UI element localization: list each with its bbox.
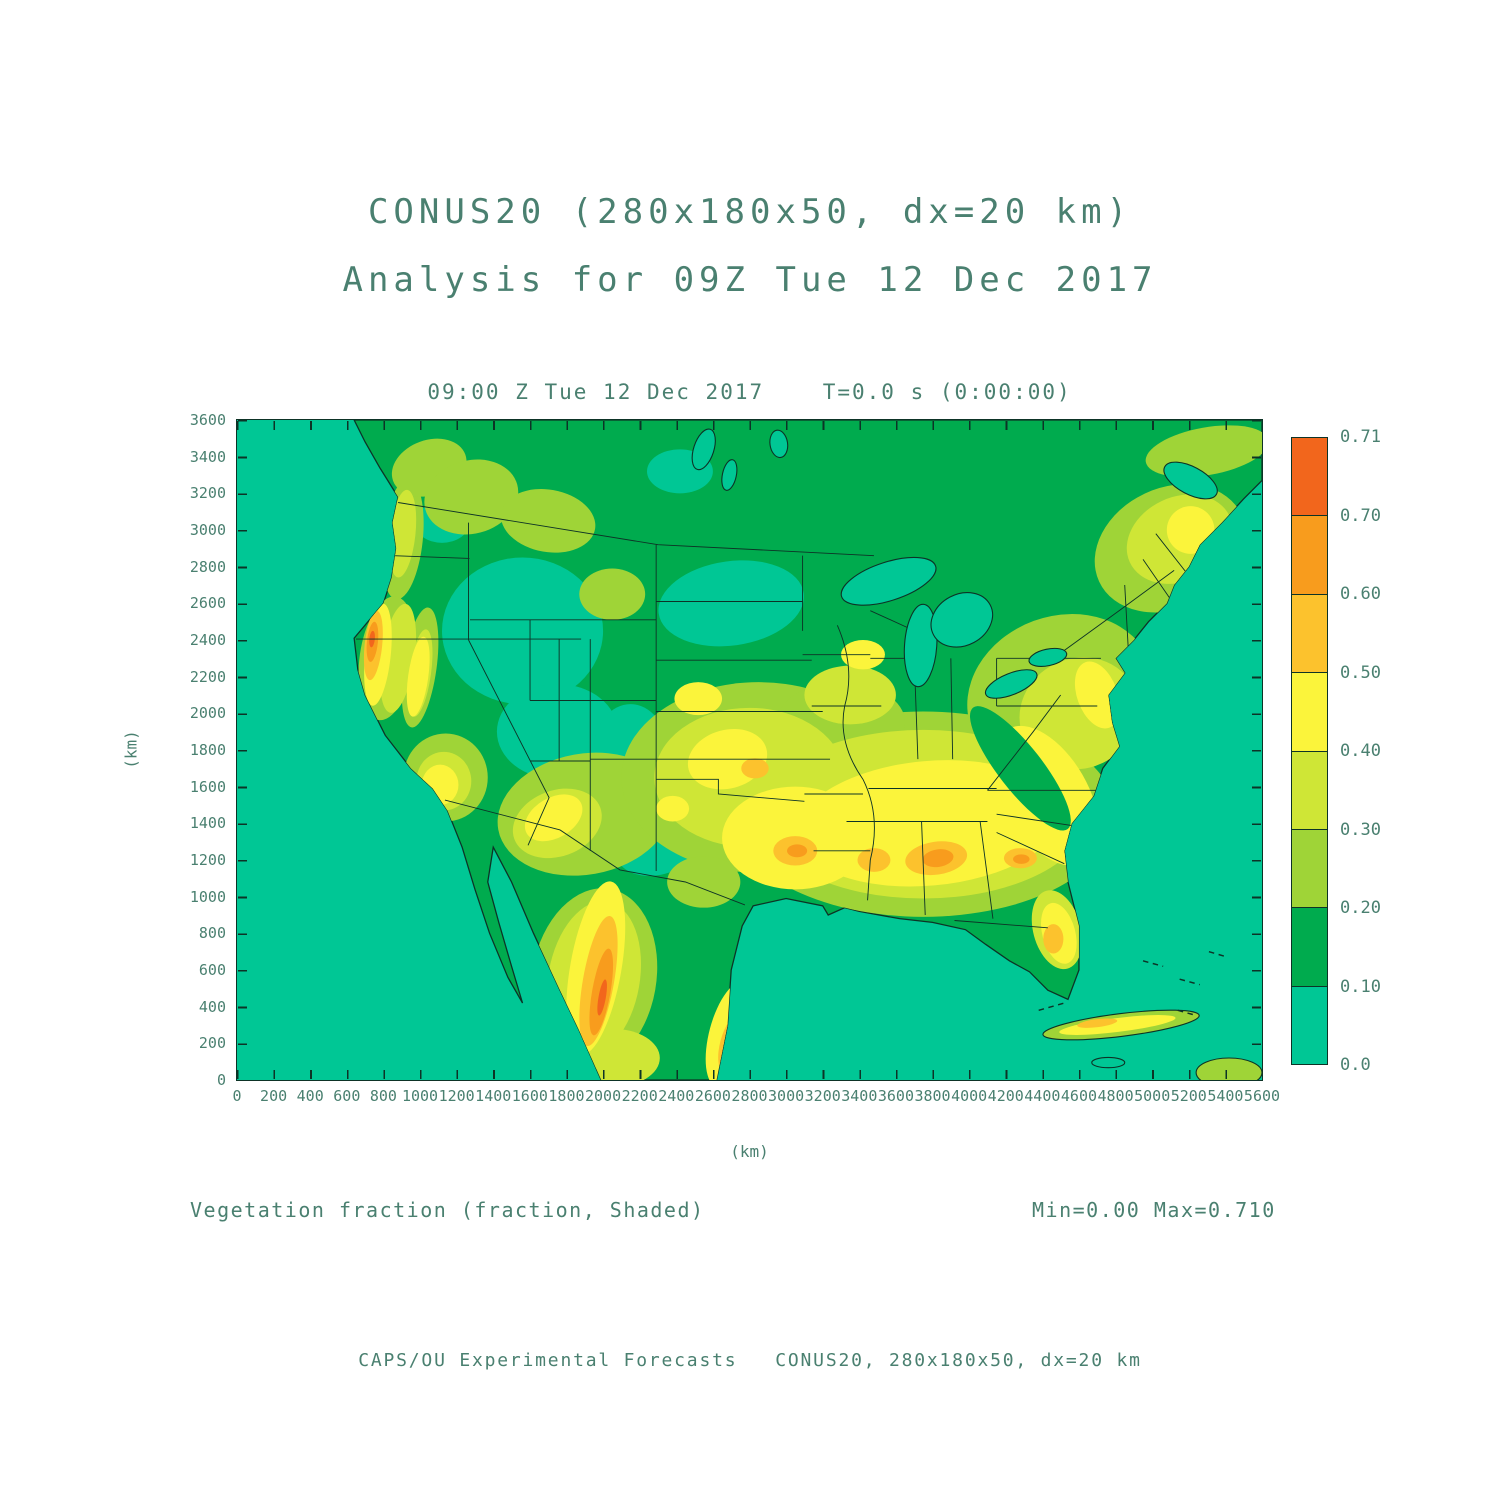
x-tick-label: 4400 <box>1024 1087 1061 1105</box>
x-tick-label: 2600 <box>694 1087 731 1105</box>
x-tick-label: 800 <box>369 1087 397 1105</box>
y-tick-label: 3200 <box>189 484 226 503</box>
y-tick-label: 3000 <box>189 521 226 539</box>
colorbar-cell <box>1292 908 1327 987</box>
colorbar-cell <box>1292 751 1327 830</box>
colorbar <box>1291 437 1328 1065</box>
colorbar-label: 0.70 <box>1340 505 1381 526</box>
x-tick-label: 1800 <box>548 1087 585 1105</box>
colorbar-label: 0.0 <box>1340 1055 1371 1075</box>
x-tick-label: 4600 <box>1060 1087 1098 1105</box>
colorbar-label: 0.71 <box>1340 427 1381 447</box>
x-tick-label: 600 <box>333 1087 361 1105</box>
y-tick-label: 2000 <box>189 704 226 723</box>
y-tick-label: 2600 <box>189 594 226 613</box>
colorbar-cell <box>1292 673 1327 752</box>
credit-line: CAPS/OU Experimental Forecasts CONUS20, … <box>358 1350 1142 1371</box>
x-tick-label: 3000 <box>768 1087 805 1105</box>
x-ticks-top <box>237 421 1262 430</box>
y-tick-label: 2200 <box>189 667 226 686</box>
variable-label: Vegetation fraction (fraction, Shaded) <box>190 1198 705 1222</box>
x-tick-label: 5200 <box>1170 1087 1207 1105</box>
y-tick-label: 800 <box>198 924 226 943</box>
colorbar-label: 0.20 <box>1340 898 1381 918</box>
x-tick-label: 2400 <box>658 1087 695 1105</box>
x-tick-label: 4800 <box>1097 1087 1134 1105</box>
x-tick-label: 3200 <box>804 1087 841 1105</box>
x-tick-label: 400 <box>296 1087 324 1105</box>
y-tick-label: 3400 <box>189 447 226 466</box>
colorbar-label: 0.30 <box>1340 819 1381 840</box>
x-tick-label: 1400 <box>475 1087 512 1105</box>
colorbar-cell <box>1292 438 1327 517</box>
x-tick-label: 3600 <box>877 1087 914 1105</box>
y-tick-label: 1600 <box>189 777 226 796</box>
x-tick-label: 1200 <box>438 1087 475 1105</box>
x-tick-label: 2200 <box>621 1087 658 1105</box>
x-tick-label: 4200 <box>987 1087 1024 1105</box>
y-ticks-right <box>1252 420 1261 1080</box>
y-tick-label: 2800 <box>189 557 226 576</box>
colorbar-label: 0.50 <box>1340 662 1381 683</box>
y-tick-label: 600 <box>198 961 226 979</box>
y-tick-label: 1800 <box>189 741 226 759</box>
y-tick-label: 200 <box>198 1034 226 1053</box>
x-tick-label: 3800 <box>914 1087 951 1105</box>
colorbar-label: 0.40 <box>1340 741 1381 761</box>
model-title: CONUS20 (280x180x50, dx=20 km) <box>367 192 1133 232</box>
x-tick-label: 200 <box>260 1087 288 1105</box>
y-axis-title: (km) <box>121 730 141 769</box>
state-borders <box>355 502 1197 929</box>
x-tick-label: 5400 <box>1207 1087 1244 1105</box>
y-tick-label: 400 <box>198 997 226 1016</box>
colorbar-label: 0.10 <box>1340 976 1381 997</box>
y-tick-label: 0 <box>216 1071 226 1089</box>
y-tick-label: 3600 <box>189 411 226 429</box>
x-tick-label: 2000 <box>585 1087 622 1105</box>
colorbar-cell <box>1292 594 1327 674</box>
colorbar-cell <box>1292 516 1327 595</box>
y-tick-label: 1000 <box>189 887 226 906</box>
plot-timestamp: 09:00 Z Tue 12 Dec 2017 T=0.0 s (0:00:00… <box>427 380 1072 404</box>
x-tick-label: 1000 <box>401 1087 439 1105</box>
x-tick-label: 0 <box>232 1087 242 1105</box>
x-tick-label: 5600 <box>1243 1087 1281 1105</box>
x-tick-label: 2800 <box>731 1087 768 1105</box>
map-plot <box>237 419 1263 1088</box>
x-tick-label: 1600 <box>511 1087 548 1105</box>
colorbar-cell <box>1292 829 1327 909</box>
x-tick-label: 5000 <box>1134 1087 1171 1105</box>
x-axis-tick-labels: 0 200 400 600 800 1000 1200 1400 1600 1800 2000 220… <box>232 1087 1280 1109</box>
x-tick-label: 3400 <box>841 1087 878 1105</box>
y-ticks-left <box>238 420 247 1080</box>
x-ticks-bottom <box>237 1070 1262 1079</box>
y-tick-label: 1200 <box>189 851 226 869</box>
great-lakes <box>691 428 1218 699</box>
minmax-label: Min=0.00 Max=0.710 <box>1032 1198 1276 1222</box>
y-tick-label: 2400 <box>189 631 226 649</box>
analysis-subtitle: Analysis for 09Z Tue 12 Dec 2017 <box>342 260 1158 300</box>
colorbar-cell <box>1292 986 1327 1064</box>
x-tick-label: 4000 <box>951 1087 988 1105</box>
y-tick-label: 1400 <box>189 814 226 833</box>
y-axis-tick-labels: 3600 3400 3200 3000 2800 2600 2400 2200 2000 1800… <box>150 411 230 1089</box>
colorbar-label: 0.60 <box>1340 584 1381 604</box>
vegetation-fraction-map <box>237 419 1263 1088</box>
x-axis-title: (km) <box>730 1142 769 1161</box>
